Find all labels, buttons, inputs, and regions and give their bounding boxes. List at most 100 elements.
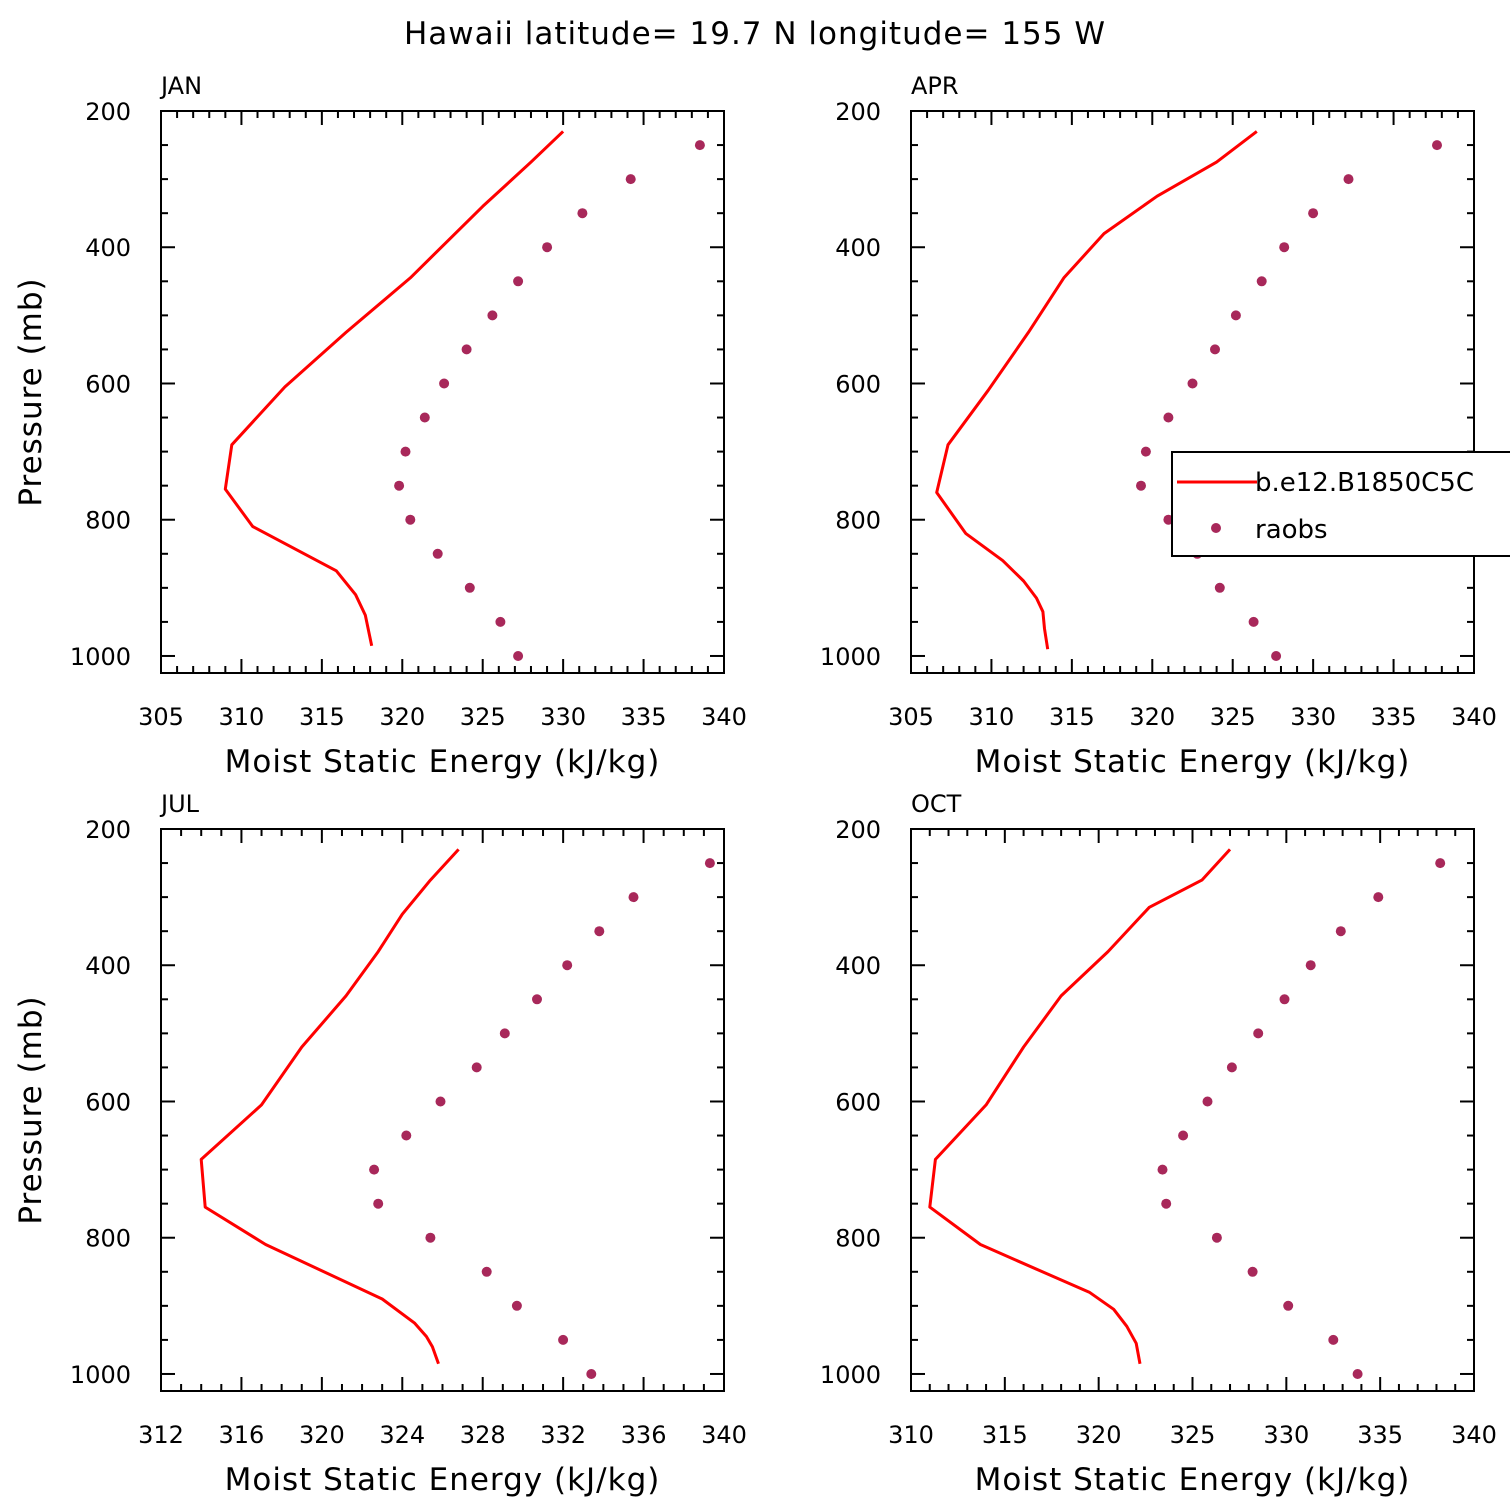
x-tick-label: 340 — [701, 1421, 747, 1449]
x-tick-label: 315 — [299, 703, 345, 731]
raobs-point — [1178, 1130, 1189, 1141]
raobs-point — [1136, 480, 1146, 491]
x-axis-label: Moist Static Energy (kJ/kg) — [975, 744, 1411, 780]
raobs-point — [495, 616, 506, 627]
raobs-point — [1163, 412, 1174, 423]
x-tick-label: 310 — [219, 703, 265, 731]
raobs-point — [1157, 1164, 1168, 1175]
model-profile-line — [935, 130, 1258, 650]
x-tick-label: 320 — [1129, 703, 1175, 731]
y-tick-label: 1000 — [820, 1361, 881, 1389]
y-tick-label: 800 — [85, 507, 131, 535]
x-tick-label: 320 — [299, 1421, 345, 1449]
raobs-point — [1432, 140, 1442, 151]
raobs-point — [499, 1028, 510, 1039]
legend-dot-swatch — [1211, 523, 1221, 533]
raobs-point — [1214, 582, 1225, 593]
x-tick-label: 316 — [219, 1421, 265, 1449]
legend: b.e12.B1850C5C raobs — [1171, 451, 1510, 557]
x-tick-label: 320 — [379, 703, 425, 731]
panel-oct: OCT 310 315 320 325 330 335 340 200 400 600 800 1000… — [820, 790, 1497, 1498]
panel-title: OCT — [911, 790, 962, 818]
raobs-point — [464, 582, 475, 593]
raobs-point — [562, 960, 573, 971]
panel-title: JAN — [159, 72, 202, 100]
raobs-point — [1161, 1198, 1172, 1209]
raobs-point — [513, 276, 524, 287]
x-axis-label: Moist Static Energy (kJ/kg) — [975, 1462, 1411, 1498]
raobs-point — [625, 174, 636, 185]
x-tick-label: 324 — [379, 1421, 425, 1449]
panel-title: JUL — [159, 790, 200, 818]
x-tick-label: 340 — [701, 703, 747, 731]
raobs-point — [435, 1096, 446, 1107]
raobs-point — [432, 548, 443, 559]
y-tick-label: 600 — [835, 370, 881, 398]
y-tick-label: 1000 — [70, 643, 131, 671]
model-profile-line — [928, 848, 1232, 1365]
plot-frame — [910, 110, 1475, 674]
x-tick-label: 325 — [1210, 703, 1256, 731]
y-tick-label: 200 — [85, 98, 131, 126]
raobs-point — [1247, 1266, 1258, 1277]
x-tick-label: 305 — [888, 703, 934, 731]
x-tick-label: 335 — [621, 703, 667, 731]
plot-frame — [910, 828, 1475, 1392]
raobs-point — [586, 1369, 597, 1379]
raobs-point — [1226, 1062, 1237, 1073]
x-tick-label: 340 — [1451, 1421, 1497, 1449]
raobs-point — [373, 1198, 384, 1209]
y-tick-label: 600 — [85, 370, 131, 398]
y-tick-label: 1000 — [70, 1361, 131, 1389]
x-tick-label: 315 — [1049, 703, 1095, 731]
model-profile-line — [199, 848, 460, 1365]
raobs-point — [628, 892, 639, 903]
y-tick-label: 400 — [835, 234, 881, 262]
raobs-point — [461, 344, 472, 355]
plot-frame — [160, 828, 725, 1392]
x-axis-label: Moist Static Energy (kJ/kg) — [225, 1462, 661, 1498]
raobs-point — [1343, 174, 1354, 185]
raobs-point — [1279, 242, 1290, 253]
raobs-point — [1373, 892, 1384, 903]
x-axis-label: Moist Static Energy (kJ/kg) — [225, 744, 661, 780]
raobs-point — [704, 858, 715, 869]
x-tick-label: 340 — [1451, 703, 1497, 731]
raobs-point — [401, 1130, 412, 1141]
raobs-point — [1279, 994, 1290, 1005]
raobs-point — [1140, 446, 1151, 457]
raobs-point — [558, 1334, 569, 1345]
y-tick-label: 400 — [85, 234, 131, 262]
raobs-point — [1211, 1232, 1222, 1243]
raobs-point — [405, 514, 416, 525]
y-tick-label: 200 — [85, 816, 131, 844]
raobs-point — [1352, 1369, 1363, 1379]
raobs-point — [394, 480, 405, 491]
x-tick-label: 312 — [138, 1421, 184, 1449]
raobs-point — [1210, 344, 1220, 355]
x-tick-label: 315 — [982, 1421, 1028, 1449]
y-axis-label: Pressure (mb) — [13, 277, 49, 506]
x-tick-label: 335 — [1371, 703, 1417, 731]
raobs-point — [1283, 1300, 1294, 1311]
raobs-point — [425, 1232, 436, 1243]
raobs-point — [1253, 1028, 1264, 1039]
raobs-point — [577, 208, 588, 219]
y-tick-label: 400 — [835, 952, 881, 980]
panel-title: APR — [911, 72, 959, 100]
raobs-point — [1248, 616, 1259, 627]
x-tick-label: 330 — [540, 703, 586, 731]
raobs-point — [487, 310, 498, 321]
raobs-point — [419, 412, 430, 423]
raobs-point — [513, 651, 524, 661]
x-tick-label: 325 — [1170, 1421, 1216, 1449]
y-tick-label: 800 — [85, 1225, 131, 1253]
panel-apr: APR 305 310 315 320 325 330 335 340 200 400 600 800 1… — [820, 72, 1510, 780]
y-tick-label: 200 — [835, 98, 881, 126]
y-tick-label: 1000 — [820, 643, 881, 671]
raobs-point — [1308, 208, 1319, 219]
y-tick-label: 400 — [85, 952, 131, 980]
y-axis-label: Pressure (mb) — [13, 995, 49, 1224]
raobs-point — [369, 1164, 380, 1175]
